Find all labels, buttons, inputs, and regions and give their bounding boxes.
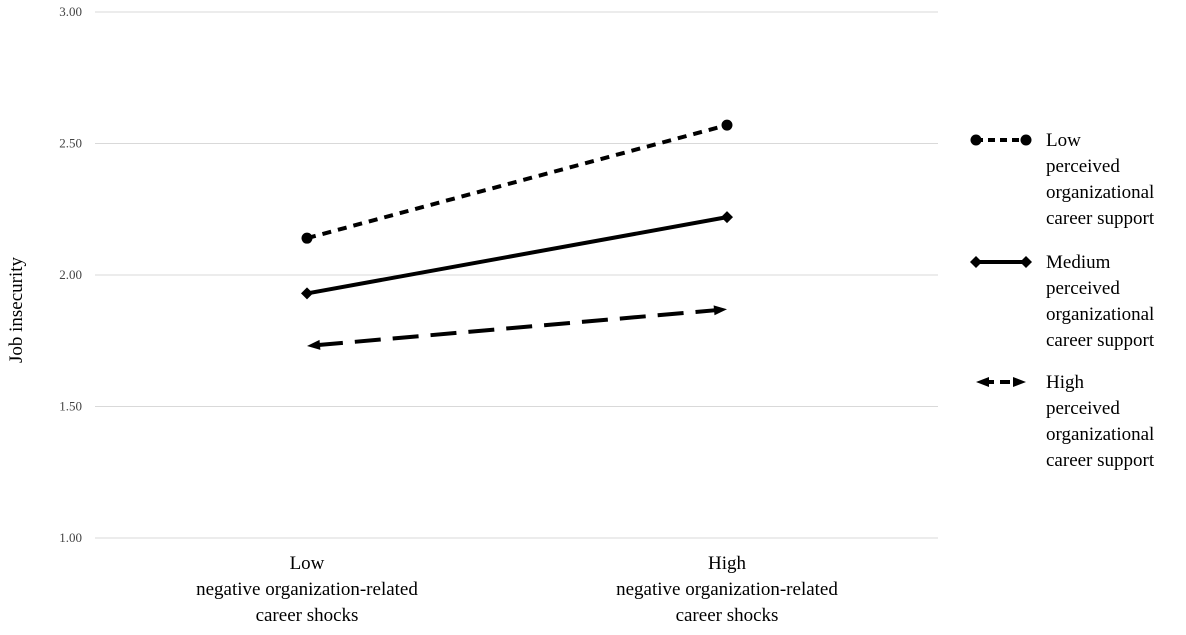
arrow-marker <box>307 340 320 350</box>
y-tick-label: 3.00 <box>59 4 82 19</box>
legend-label: career support <box>1046 330 1155 351</box>
legend-label: organizational <box>1046 424 1154 445</box>
circle-marker <box>1021 135 1032 146</box>
arrow-marker <box>1013 377 1026 387</box>
circle-marker <box>722 120 733 131</box>
series-path <box>317 310 717 345</box>
diamond-marker <box>721 211 733 223</box>
x-category-label: High <box>708 553 747 574</box>
x-category-label: career shocks <box>676 605 779 626</box>
series-path <box>307 217 727 293</box>
series-path <box>307 125 727 238</box>
series-line <box>307 305 727 350</box>
circle-marker <box>971 135 982 146</box>
diamond-marker <box>301 287 313 299</box>
x-category-label: negative organization-related <box>616 579 838 600</box>
legend-label: organizational <box>1046 304 1154 325</box>
legend-label: perceived <box>1046 156 1120 177</box>
legend-label: Low <box>1046 130 1081 151</box>
arrow-marker <box>976 377 989 387</box>
y-axis-title: Job insecurity <box>6 256 27 363</box>
x-category-label: negative organization-related <box>196 579 418 600</box>
legend-label: career support <box>1046 450 1155 471</box>
series-line <box>301 211 733 299</box>
legend-item: Medium perceived organizational career supp… <box>970 252 1155 351</box>
legend-label: organizational <box>1046 182 1154 203</box>
circle-marker <box>302 233 313 244</box>
y-tick-label: 2.00 <box>59 267 82 282</box>
y-tick-labels: 1.00 1.50 2.00 2.50 3.00 <box>59 4 82 545</box>
y-tick-label: 1.50 <box>59 399 82 414</box>
series-line <box>302 120 733 244</box>
arrow-marker <box>714 305 727 315</box>
legend: Low perceived organizational career support… <box>970 130 1155 471</box>
legend-item: Low perceived organizational career support <box>971 130 1155 229</box>
y-tick-label: 2.50 <box>59 136 82 151</box>
legend-label: perceived <box>1046 278 1120 299</box>
diamond-marker <box>1020 256 1032 268</box>
legend-item: High perceived organizational career suppor… <box>976 372 1155 471</box>
x-category-label: Low <box>290 553 325 574</box>
x-category-label: career shocks <box>256 605 359 626</box>
x-category-labels: Low negative organization-related career s… <box>196 553 838 626</box>
legend-label: perceived <box>1046 398 1120 419</box>
legend-label: Medium <box>1046 252 1111 273</box>
grid-layer <box>95 12 938 538</box>
y-tick-label: 1.00 <box>59 530 82 545</box>
series-layer <box>301 120 733 350</box>
legend-label: High <box>1046 372 1085 393</box>
legend-label: career support <box>1046 208 1155 229</box>
diamond-marker <box>970 256 982 268</box>
